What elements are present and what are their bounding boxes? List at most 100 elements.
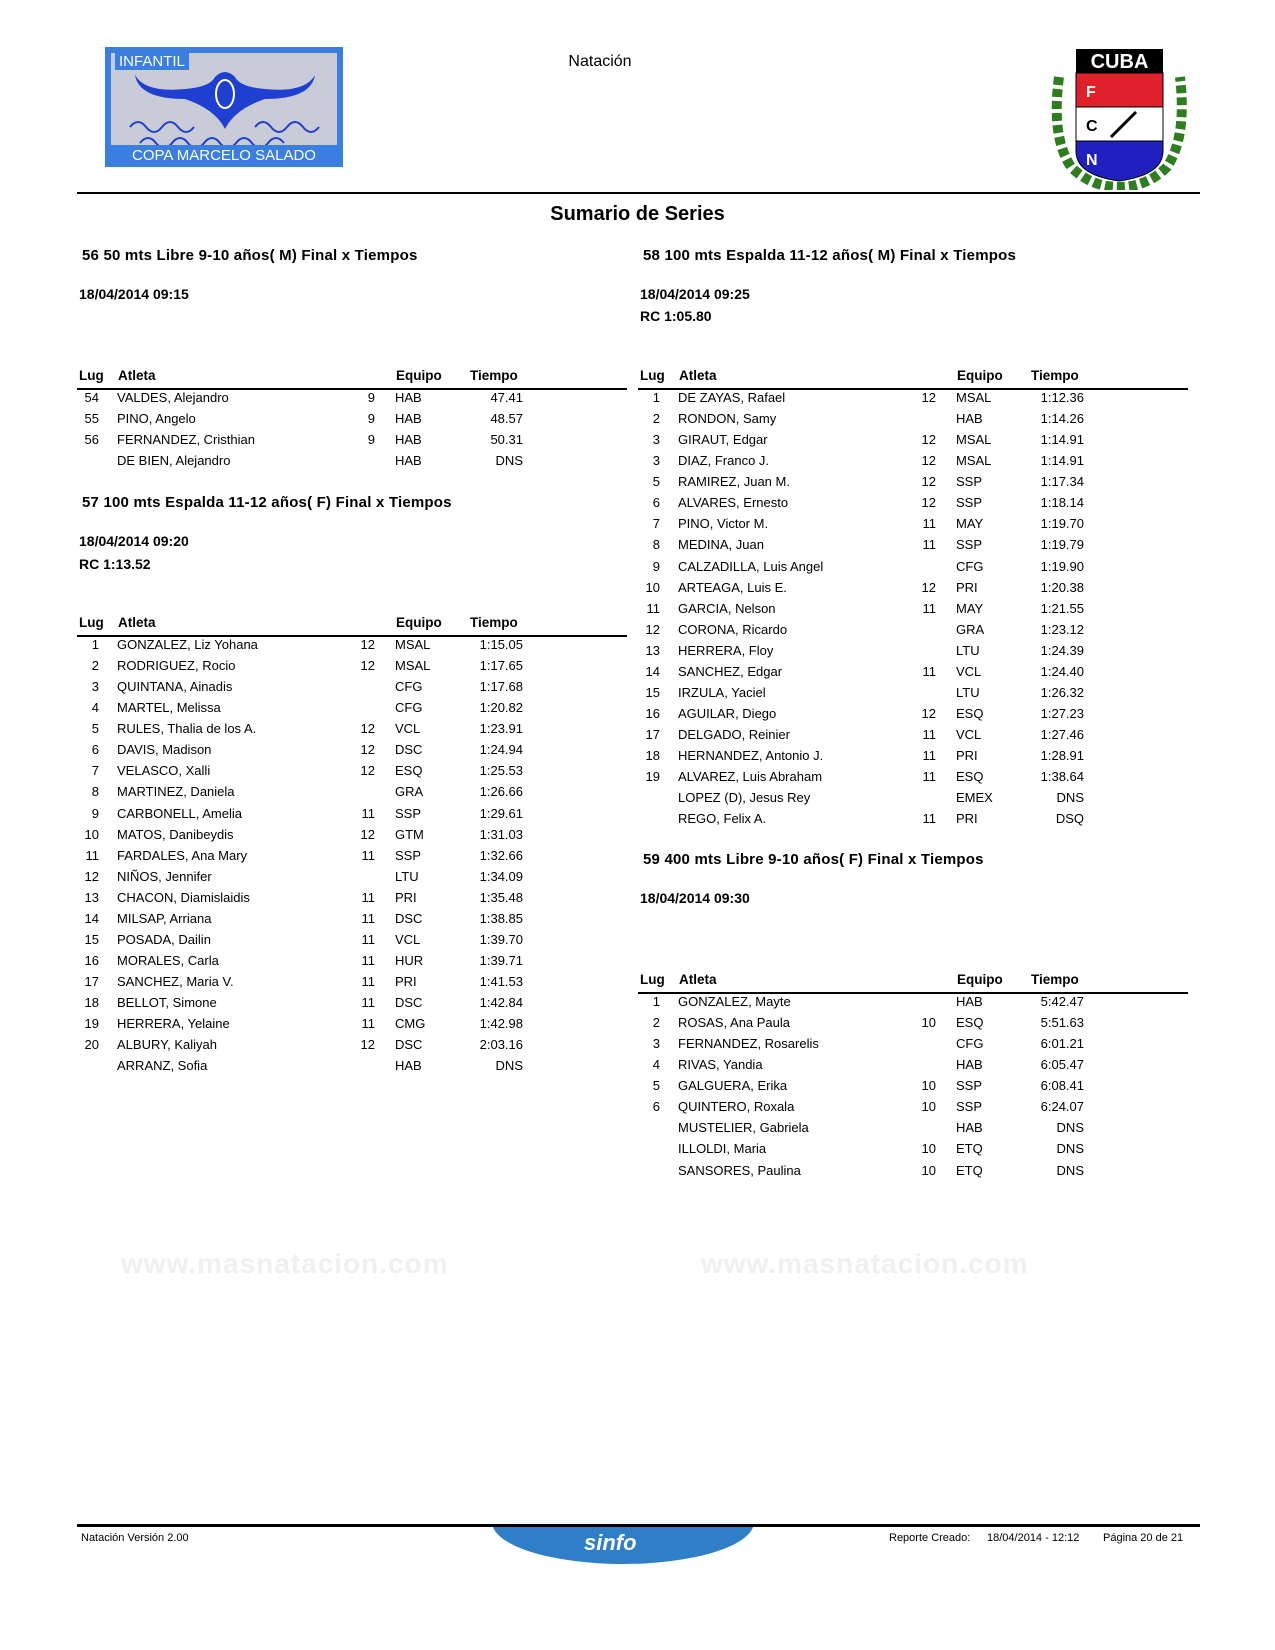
athlete-name: ALVAREZ, Luis Abraham xyxy=(678,769,823,785)
place: 5 xyxy=(652,474,660,490)
time: 1:29.61 xyxy=(479,805,523,821)
column-header-atleta: Atleta xyxy=(118,615,156,630)
age: 9 xyxy=(367,432,375,448)
table-row: 2 RODRIGUEZ, Rocio 12 MSAL 1:17.65 xyxy=(77,658,547,679)
time: 1:15.05 xyxy=(479,637,523,652)
team: ESQ xyxy=(956,769,984,785)
place: 15 xyxy=(645,684,660,700)
age: 10 xyxy=(921,1141,936,1157)
age: 9 xyxy=(367,390,375,405)
athlete-name: CALZADILLA, Luis Angel xyxy=(678,558,824,574)
event-datetime: 18/04/2014 09:30 xyxy=(640,890,750,906)
team: HAB xyxy=(956,1120,983,1136)
place: 19 xyxy=(645,769,660,785)
team: HUR xyxy=(395,953,424,969)
age: 12 xyxy=(921,495,936,511)
column-header-equipo: Equipo xyxy=(396,368,442,383)
team: HAB xyxy=(956,1057,983,1073)
age: 11 xyxy=(922,727,937,743)
time: 6:01.21 xyxy=(1040,1036,1084,1052)
crest-letter: N xyxy=(1086,152,1098,169)
column-header-tiempo: Tiempo xyxy=(470,615,518,630)
table-row: 9 CALZADILLA, Luis Angel CFG 1:19.90 xyxy=(638,559,1108,580)
team: LTU xyxy=(956,642,980,658)
table-row: 8 MARTINEZ, Daniela GRA 1:26.66 xyxy=(77,784,547,805)
event-record: RC 1:05.80 xyxy=(640,308,712,324)
team: SSP xyxy=(956,537,983,553)
table-header: Lug Atleta Equipo Tiempo xyxy=(77,615,547,633)
team: GRA xyxy=(395,784,424,800)
team: ESQ xyxy=(395,763,423,779)
column-header-tiempo: Tiempo xyxy=(1031,368,1079,383)
team: HAB xyxy=(395,432,422,448)
time: 1:19.90 xyxy=(1040,558,1084,574)
athlete-name: QUINTANA, Ainadis xyxy=(117,679,233,695)
table-row: 1 GONZALEZ, Liz Yohana 12 MSAL 1:15.05 xyxy=(77,637,547,658)
team: SSP xyxy=(956,1099,983,1115)
table-row: 18 BELLOT, Simone 11 DSC 1:42.84 xyxy=(77,995,547,1016)
athlete-name: VELASCO, Xalli xyxy=(117,763,211,779)
column-header-equipo: Equipo xyxy=(957,368,1003,383)
table-row: 5 GALGUERA, Erika 10 SSP 6:08.41 xyxy=(638,1078,1108,1099)
athlete-name: RAMIREZ, Juan M. xyxy=(678,474,790,490)
place: 16 xyxy=(84,953,99,969)
age: 12 xyxy=(921,390,936,405)
place: 15 xyxy=(84,931,99,947)
place: 8 xyxy=(652,537,660,553)
time: 1:41.53 xyxy=(479,974,523,990)
time: 1:18.14 xyxy=(1040,495,1084,511)
age: 12 xyxy=(360,826,375,842)
table-row: 7 VELASCO, Xalli 12 ESQ 1:25.53 xyxy=(77,763,547,784)
athlete-name: LOPEZ (D), Jesus Rey xyxy=(678,790,811,806)
team: PRI xyxy=(956,811,978,827)
place: 1 xyxy=(652,994,660,1009)
place: 6 xyxy=(652,1099,660,1115)
table-row: 12 NIÑOS, Jennifer LTU 1:34.09 xyxy=(77,869,547,890)
table-row: 5 RAMIREZ, Juan M. 12 SSP 1:17.34 xyxy=(638,474,1108,495)
time: 1:26.32 xyxy=(1040,684,1084,700)
team: DSC xyxy=(395,742,423,758)
athlete-name: MILSAP, Arriana xyxy=(117,910,212,926)
team: HAB xyxy=(395,1058,422,1074)
age: 11 xyxy=(922,537,937,553)
team: DSC xyxy=(395,995,423,1011)
place: 2 xyxy=(652,1015,660,1031)
table-row: 3 QUINTANA, Ainadis CFG 1:17.68 xyxy=(77,679,547,700)
place: 11 xyxy=(85,847,100,863)
time: 1:28.91 xyxy=(1040,748,1084,764)
athlete-name: HERNANDEZ, Antonio J. xyxy=(678,748,824,764)
place: 17 xyxy=(84,974,99,990)
team: VCL xyxy=(956,727,982,743)
time: 1:23.91 xyxy=(479,721,523,737)
place: 7 xyxy=(91,763,99,779)
time: 5:42.47 xyxy=(1040,994,1084,1009)
table-header-divider xyxy=(638,388,1188,390)
team: CMG xyxy=(395,1016,426,1032)
table-row: 20 ALBURY, Kaliyah 12 DSC 2:03.16 xyxy=(77,1037,547,1058)
team: SSP xyxy=(956,495,983,511)
age: 12 xyxy=(360,1037,375,1053)
team: HAB xyxy=(395,411,422,427)
table-row: 19 ALVAREZ, Luis Abraham 11 ESQ 1:38.64 xyxy=(638,769,1108,790)
athlete-name: FERNANDEZ, Rosarelis xyxy=(678,1036,819,1052)
table-row: 3 FERNANDEZ, Rosarelis CFG 6:01.21 xyxy=(638,1036,1108,1057)
time: 6:24.07 xyxy=(1040,1099,1084,1115)
time: 6:05.47 xyxy=(1040,1057,1084,1073)
table-row: 16 MORALES, Carla 11 HUR 1:39.71 xyxy=(77,953,547,974)
logo-bottom-text: COPA MARCELO SALADO xyxy=(105,145,343,167)
time: 1:27.46 xyxy=(1040,727,1084,743)
time: 1:20.38 xyxy=(1040,579,1084,595)
team: CFG xyxy=(395,679,423,695)
event-datetime: 18/04/2014 09:15 xyxy=(79,286,189,302)
watermark: www.masnatacion.com xyxy=(121,1248,449,1279)
team: PRI xyxy=(956,579,978,595)
place: 13 xyxy=(645,642,660,658)
watermark: www.masnatacion.com xyxy=(701,1248,1029,1279)
place: 17 xyxy=(645,727,660,743)
age: 11 xyxy=(361,1016,376,1032)
age: 11 xyxy=(361,974,376,990)
time: 1:34.09 xyxy=(479,868,523,884)
athlete-name: PINO, Angelo xyxy=(117,411,196,427)
time: 1:14.91 xyxy=(1040,432,1084,448)
